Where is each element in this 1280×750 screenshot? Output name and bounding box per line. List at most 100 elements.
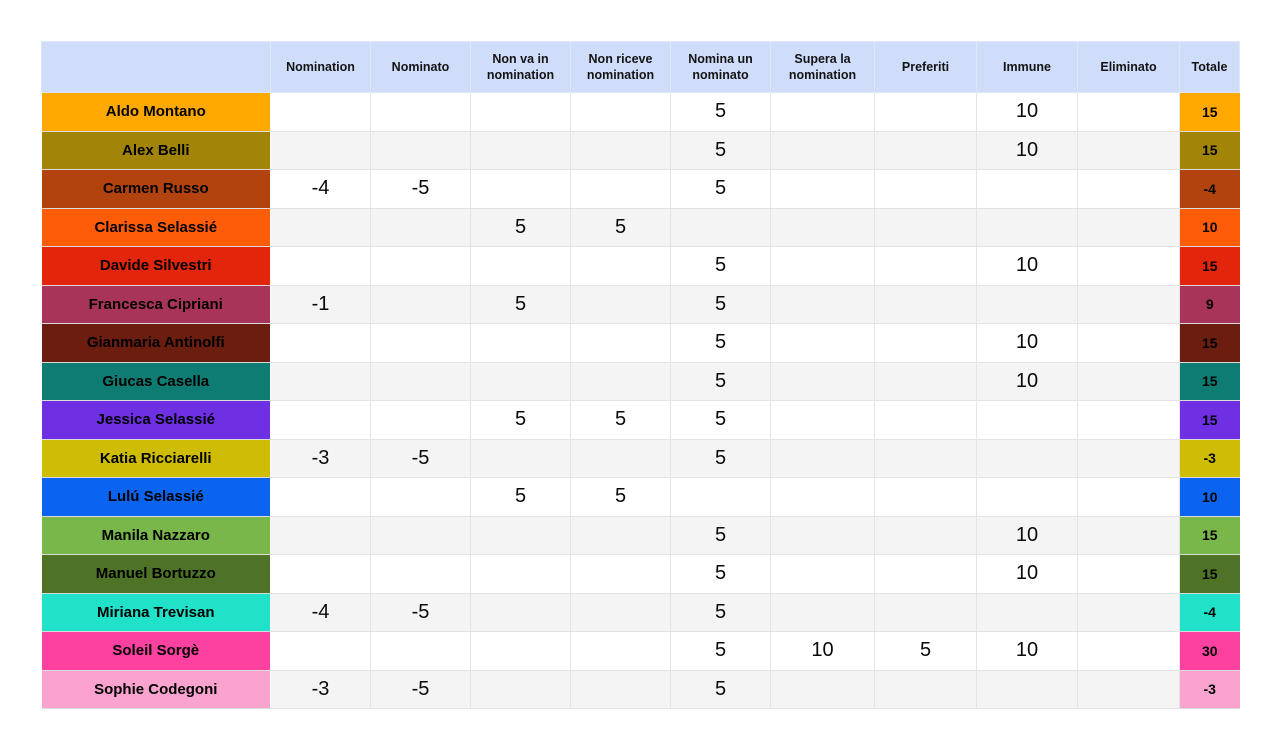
score-cell[interactable] — [570, 323, 671, 363]
score-cell[interactable]: 5 — [670, 438, 771, 478]
score-cell[interactable] — [770, 554, 875, 594]
score-cell[interactable] — [874, 554, 977, 594]
score-cell[interactable] — [570, 169, 671, 209]
column-header-non-riceve-nomination[interactable]: Non riceve nomination — [570, 41, 671, 93]
score-cell[interactable]: 5 — [470, 207, 571, 247]
column-header-totale[interactable]: Totale — [1179, 41, 1240, 93]
score-cell[interactable]: 5 — [670, 631, 771, 671]
total-cell[interactable]: 15 — [1179, 400, 1240, 440]
score-cell[interactable] — [770, 400, 875, 440]
score-cell[interactable]: -5 — [370, 169, 471, 209]
contestant-name-cell[interactable]: Aldo Montano — [41, 92, 271, 132]
score-cell[interactable]: -4 — [270, 592, 371, 632]
total-cell[interactable]: -3 — [1179, 669, 1240, 709]
contestant-name-cell[interactable]: Lulú Selassié — [41, 477, 271, 517]
score-cell[interactable] — [370, 400, 471, 440]
score-cell[interactable] — [770, 438, 875, 478]
contestant-name-cell[interactable]: Alex Belli — [41, 130, 271, 170]
score-cell[interactable] — [670, 207, 771, 247]
score-cell[interactable] — [874, 400, 977, 440]
score-cell[interactable] — [470, 669, 571, 709]
score-cell[interactable] — [470, 631, 571, 671]
score-cell[interactable] — [370, 92, 471, 132]
contestant-name-cell[interactable]: Katia Ricciarelli — [41, 438, 271, 478]
total-cell[interactable]: 9 — [1179, 284, 1240, 324]
score-cell[interactable] — [1077, 438, 1180, 478]
score-cell[interactable] — [270, 246, 371, 286]
score-cell[interactable] — [470, 323, 571, 363]
score-cell[interactable] — [470, 246, 571, 286]
score-cell[interactable] — [370, 246, 471, 286]
score-cell[interactable] — [1077, 669, 1180, 709]
score-cell[interactable] — [270, 515, 371, 555]
score-cell[interactable]: 5 — [570, 207, 671, 247]
score-cell[interactable] — [370, 477, 471, 517]
score-cell[interactable] — [874, 515, 977, 555]
score-cell[interactable] — [570, 554, 671, 594]
total-cell[interactable]: 15 — [1179, 361, 1240, 401]
column-header-preferiti[interactable]: Preferiti — [874, 41, 977, 93]
contestant-name-cell[interactable]: Clarissa Selassié — [41, 207, 271, 247]
column-header-nominato[interactable]: Nominato — [370, 41, 471, 93]
score-cell[interactable]: 5 — [570, 477, 671, 517]
score-cell[interactable] — [976, 169, 1078, 209]
score-cell[interactable]: 5 — [670, 554, 771, 594]
total-cell[interactable]: 15 — [1179, 323, 1240, 363]
score-cell[interactable]: 5 — [670, 92, 771, 132]
score-cell[interactable] — [270, 477, 371, 517]
column-header-corner[interactable] — [41, 41, 271, 93]
score-cell[interactable] — [874, 361, 977, 401]
score-cell[interactable] — [570, 246, 671, 286]
score-cell[interactable] — [270, 130, 371, 170]
score-cell[interactable] — [570, 592, 671, 632]
score-cell[interactable] — [874, 169, 977, 209]
score-cell[interactable] — [770, 169, 875, 209]
contestant-name-cell[interactable]: Miriana Trevisan — [41, 592, 271, 632]
column-header-immune[interactable]: Immune — [976, 41, 1078, 93]
score-cell[interactable]: -5 — [370, 669, 471, 709]
score-cell[interactable] — [1077, 515, 1180, 555]
score-cell[interactable] — [270, 631, 371, 671]
score-cell[interactable] — [976, 592, 1078, 632]
score-cell[interactable] — [570, 515, 671, 555]
score-cell[interactable] — [370, 207, 471, 247]
score-cell[interactable]: 10 — [976, 323, 1078, 363]
score-cell[interactable] — [976, 669, 1078, 709]
score-cell[interactable] — [370, 361, 471, 401]
score-cell[interactable]: 10 — [976, 361, 1078, 401]
score-cell[interactable] — [1077, 92, 1180, 132]
score-cell[interactable] — [270, 554, 371, 594]
score-cell[interactable]: 10 — [976, 515, 1078, 555]
score-cell[interactable] — [874, 130, 977, 170]
total-cell[interactable]: 15 — [1179, 92, 1240, 132]
score-cell[interactable]: 5 — [570, 400, 671, 440]
score-cell[interactable] — [770, 284, 875, 324]
score-cell[interactable] — [874, 477, 977, 517]
score-cell[interactable] — [770, 92, 875, 132]
score-cell[interactable]: 5 — [470, 284, 571, 324]
total-cell[interactable]: 15 — [1179, 130, 1240, 170]
score-cell[interactable] — [770, 361, 875, 401]
score-cell[interactable] — [570, 669, 671, 709]
score-cell[interactable] — [976, 438, 1078, 478]
score-cell[interactable] — [270, 323, 371, 363]
score-cell[interactable] — [370, 130, 471, 170]
score-cell[interactable] — [570, 631, 671, 671]
score-cell[interactable] — [976, 400, 1078, 440]
score-cell[interactable] — [770, 246, 875, 286]
score-cell[interactable] — [470, 130, 571, 170]
score-cell[interactable] — [570, 92, 671, 132]
score-cell[interactable]: 5 — [670, 246, 771, 286]
score-cell[interactable] — [1077, 169, 1180, 209]
score-cell[interactable] — [270, 400, 371, 440]
column-header-supera-la-nomination[interactable]: Supera la nomination — [770, 41, 875, 93]
score-cell[interactable] — [874, 669, 977, 709]
score-cell[interactable]: 5 — [670, 400, 771, 440]
score-cell[interactable] — [570, 284, 671, 324]
score-cell[interactable] — [770, 515, 875, 555]
column-header-eliminato[interactable]: Eliminato — [1077, 41, 1180, 93]
score-cell[interactable] — [770, 323, 875, 363]
score-cell[interactable] — [874, 438, 977, 478]
score-cell[interactable] — [370, 323, 471, 363]
total-cell[interactable]: -4 — [1179, 169, 1240, 209]
